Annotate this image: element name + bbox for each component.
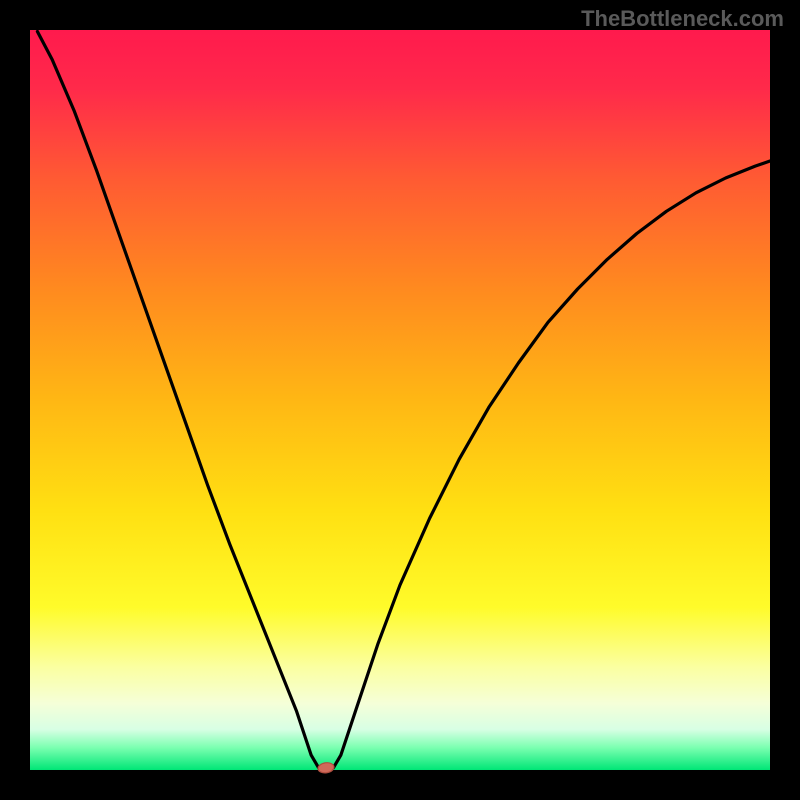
watermark-text: TheBottleneck.com — [581, 6, 784, 32]
chart-stage: TheBottleneck.com — [0, 0, 800, 800]
bottleneck-chart — [0, 0, 800, 800]
plot-area — [30, 30, 770, 770]
